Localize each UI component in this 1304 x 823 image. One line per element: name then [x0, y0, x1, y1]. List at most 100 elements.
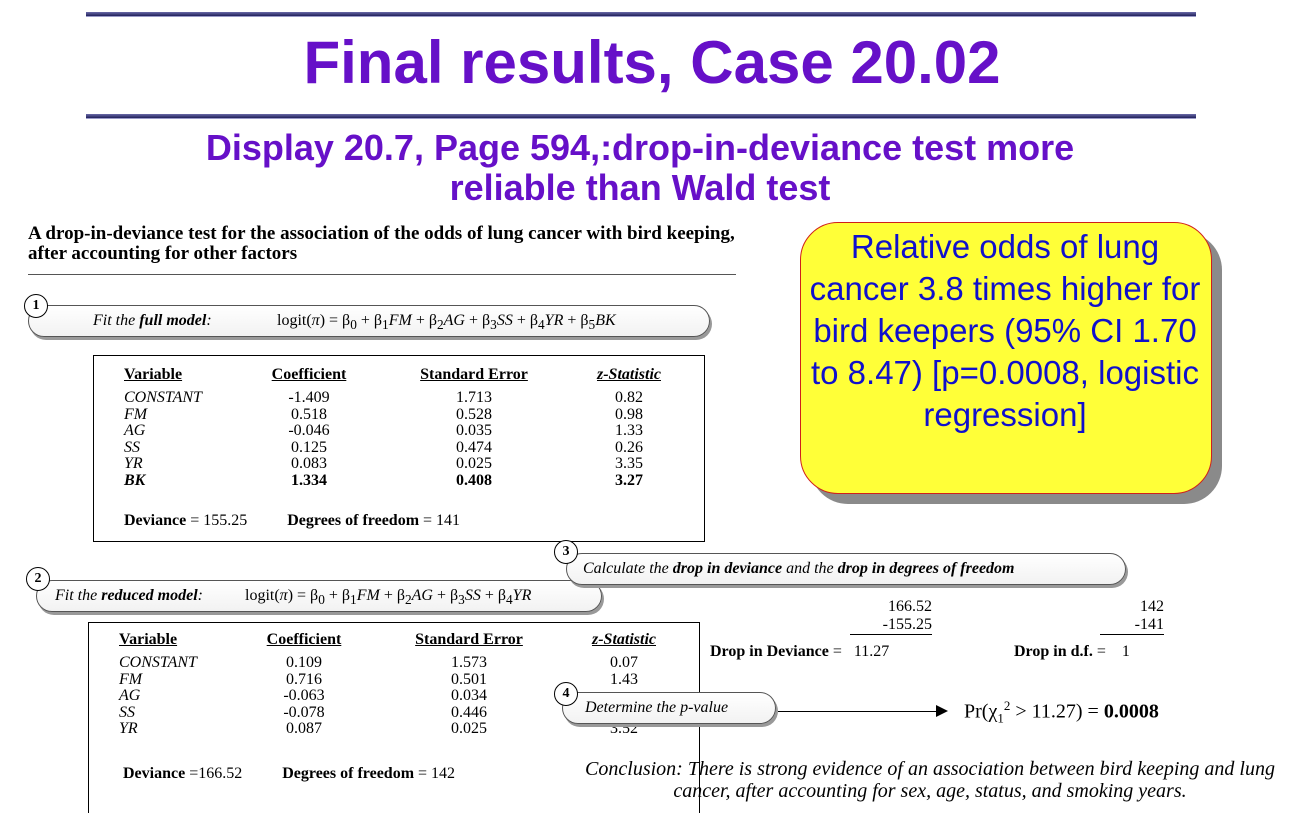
col-coefficient: Coefficient [271, 366, 347, 383]
df-calc: 142 -141 [1100, 598, 1164, 635]
step-1-bold: full model [139, 312, 207, 329]
top-rule [86, 12, 1196, 17]
step-1-prefix: Fit the [93, 312, 140, 329]
cell-z: 0.07 [610, 654, 638, 671]
df-label: Degrees of freedom [282, 765, 415, 782]
deviance-value: =166.52 [189, 765, 243, 782]
cell-se: 1.573 [451, 654, 487, 671]
full-model-table: Variable Coefficient Standard Error z-St… [124, 366, 684, 489]
cell-variable: AG [124, 422, 146, 439]
callout-text: Relative odds of lung cancer 3.8 times h… [809, 228, 1201, 433]
cell-coefficient: 0.087 [286, 720, 322, 737]
col-variable: Variable [124, 366, 183, 383]
title-rule [86, 114, 1196, 119]
cell-variable: AG [119, 687, 141, 704]
cell-coefficient: 1.334 [291, 471, 327, 489]
cell-z: 1.33 [615, 422, 643, 439]
cell-z: 1.43 [610, 670, 638, 688]
cell-coefficient: -0.063 [283, 687, 325, 704]
p-value-result: 0.0008 [1103, 700, 1159, 723]
cell-variable: CONSTANT [124, 389, 202, 406]
step-3-pill: Calculate the drop in deviance and the d… [566, 553, 1126, 585]
cell-variable: YR [124, 455, 143, 472]
figure-intro: A drop-in-deviance test for the associat… [28, 223, 735, 264]
cell-variable: YR [119, 720, 138, 737]
cell-coefficient: 0.109 [286, 654, 322, 671]
step-4-pill: Determine the p-value [562, 692, 776, 724]
full-model-table-box: Variable Coefficient Standard Error z-St… [93, 355, 705, 542]
intro-divider [28, 274, 736, 275]
cell-z: 0.98 [615, 405, 643, 423]
drop-df-value: = 1 [1096, 643, 1130, 660]
reduced-model-equation: logit(π) = β0 + β1FM + β2AG + β3SS + β4Y… [245, 587, 532, 608]
deviance-full: 166.52 [888, 598, 932, 615]
step-1-suffix: : [206, 312, 212, 329]
step-2-number: 2 [26, 567, 50, 591]
full-model-equation: logit(π) = β0 + β1FM + β2AG + β3SS + β4Y… [277, 312, 616, 333]
deviance-label: Deviance [124, 512, 187, 529]
df-label: Degrees of freedom [287, 512, 420, 529]
cell-se: 0.025 [451, 720, 487, 737]
cell-z: 3.27 [615, 471, 643, 489]
cell-se: 0.034 [451, 687, 487, 704]
step-2-pill: Fit the reduced model: logit(π) = β0 + β… [36, 580, 602, 612]
deviance-label: Deviance [123, 765, 186, 782]
conclusion-text: Conclusion: There is strong evidence of … [585, 758, 1275, 802]
cell-variable: SS [119, 703, 135, 721]
cell-coefficient: 0.518 [291, 405, 327, 423]
step-1-pill: Fit the full model: logit(π) = β0 + β1FM… [28, 305, 710, 337]
table-row: FM 0.716 0.501 1.43 [119, 670, 679, 689]
step-4-number: 4 [554, 682, 578, 706]
drop-deviance-label: Drop in Deviance [710, 643, 829, 660]
reduced-model-table: Variable Coefficient Standard Error z-St… [119, 631, 679, 738]
deviance-value: = 155.25 [190, 512, 248, 529]
arrow-right-icon [936, 705, 948, 717]
table-row: CONSTANT -1.409 1.713 0.82 [124, 389, 684, 407]
cell-se: 0.501 [451, 670, 487, 688]
step-2-suffix: : [197, 587, 203, 604]
deviance-calc: 166.52 -155.25 [850, 598, 932, 635]
cell-se: 0.474 [456, 438, 492, 456]
deviance-reduced: -155.25 [850, 616, 932, 635]
cell-variable: FM [119, 670, 143, 688]
df-drop-line: Drop in d.f. = 1 [1014, 643, 1130, 661]
drop-df-label: Drop in d.f. [1014, 643, 1093, 660]
df-value: = 142 [418, 765, 456, 782]
cell-coefficient: -0.078 [283, 703, 325, 721]
cell-coefficient: -1.409 [288, 389, 330, 406]
cell-se: 0.446 [451, 703, 487, 721]
cell-se: 0.528 [456, 405, 492, 423]
cell-se: 0.025 [456, 455, 492, 472]
cell-variable: BK [124, 471, 146, 489]
col-standard-error: Standard Error [420, 366, 528, 383]
step-3-number: 3 [554, 540, 578, 564]
table-row: YR 0.083 0.025 3.35 [124, 455, 684, 473]
cell-z: 0.82 [615, 389, 643, 406]
cell-coefficient: 0.716 [286, 670, 322, 688]
step-3-bold-1: drop in deviance [672, 560, 783, 577]
cell-variable: FM [124, 405, 148, 423]
table-row: YR 0.087 0.025 3.52 [119, 720, 679, 738]
step-3-bold-2: drop in degrees of freedom [837, 560, 1015, 577]
df-reduced: 142 [1140, 598, 1164, 615]
col-z-statistic: z-Statistic [591, 631, 656, 648]
step-4-label: Determine the p-value [585, 699, 729, 716]
page-title: Final results, Case 20.02 [303, 29, 1001, 96]
col-variable: Variable [119, 631, 178, 648]
step-1-number: 1 [24, 294, 48, 318]
page-subtitle: Display 20.7, Page 594,:drop-in-deviance… [205, 127, 1075, 208]
deviance-drop-line: Drop in Deviance = 11.27 [710, 643, 889, 661]
table-row: CONSTANT 0.109 1.573 0.07 [119, 654, 679, 672]
step-3-text-1: Calculate the [583, 560, 673, 577]
table-row: BK 1.334 0.408 3.27 [124, 471, 684, 490]
step-3-text-2: and the [782, 560, 838, 577]
p-value-expression: Pr(χ12 > 11.27) = 0.0008 [964, 698, 1159, 726]
drop-deviance-value: = 11.27 [832, 643, 890, 660]
col-coefficient: Coefficient [266, 631, 342, 648]
col-standard-error: Standard Error [415, 631, 523, 648]
table-row: FM 0.518 0.528 0.98 [124, 405, 684, 424]
cell-coefficient: 0.125 [291, 438, 327, 456]
cell-z: 3.52 [610, 720, 638, 737]
cell-se: 0.035 [456, 422, 492, 439]
cell-z: 0.26 [615, 438, 643, 456]
